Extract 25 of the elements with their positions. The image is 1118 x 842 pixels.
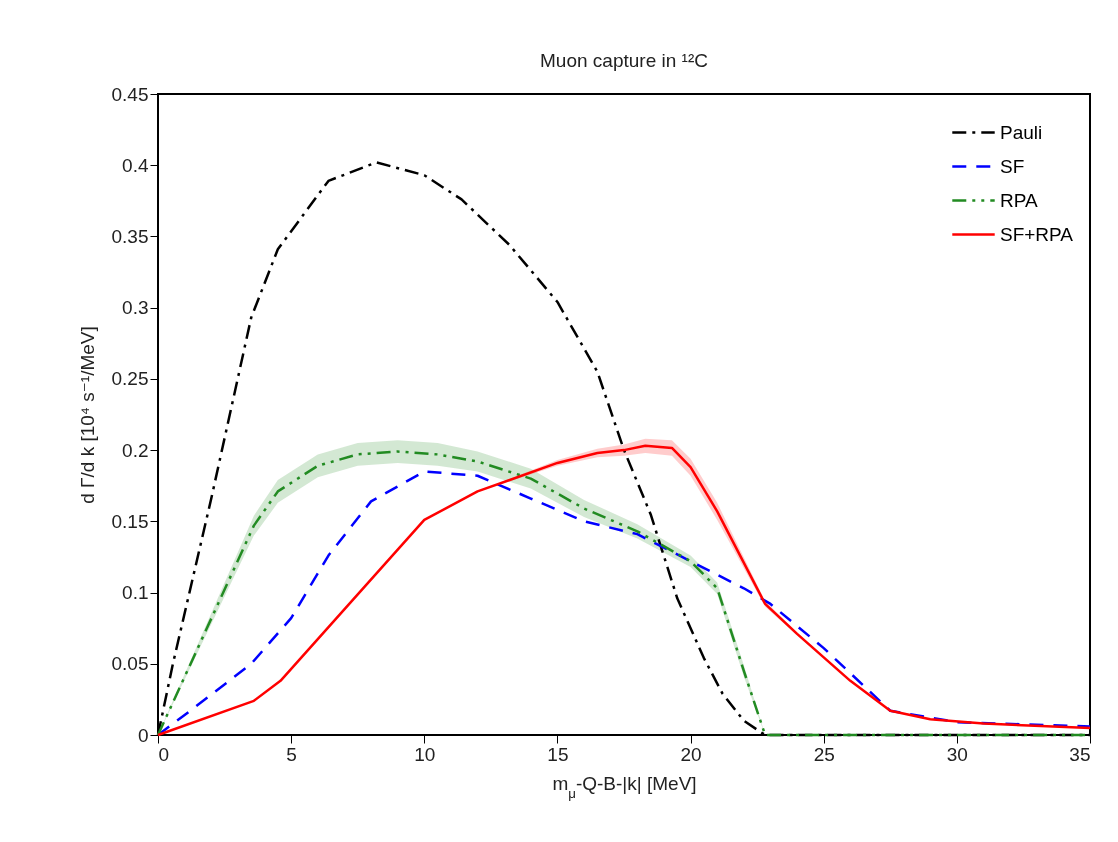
y-tick-label: 0.3 — [122, 297, 149, 319]
y-tick-label: 0.4 — [122, 154, 149, 176]
y-tick-label: 0 — [137, 724, 149, 746]
x-tick-label: 30 — [946, 743, 968, 765]
y-axis-title: d Γ/d k [10⁴ s⁻¹/MeV] — [76, 326, 98, 504]
x-tick-label: 10 — [414, 743, 436, 765]
x-tick-label: 25 — [813, 743, 835, 765]
y-tick-label: 0.15 — [111, 510, 149, 532]
x-tick-label: 0 — [158, 743, 170, 765]
y-tick-label: 0.35 — [111, 225, 149, 247]
chart-title: Muon capture in ¹²C — [540, 50, 708, 71]
legend-label: SF — [1000, 155, 1025, 177]
legend-label: RPA — [1000, 189, 1038, 211]
x-axis-title: m$_{μ}$-Q-B-|k| [MeV] — [552, 772, 697, 800]
legend-label: SF+RPA — [1000, 223, 1074, 245]
x-tick-label: 15 — [547, 743, 569, 765]
y-tick-label: 0.1 — [122, 582, 149, 604]
x-tick-label: 20 — [680, 743, 702, 765]
y-tick-label: 0.45 — [111, 83, 149, 105]
x-tick-label: 5 — [286, 743, 297, 765]
legend-label: Pauli — [1000, 121, 1043, 143]
y-tick-label: 0.2 — [122, 439, 149, 461]
x-tick-label: 35 — [1069, 743, 1091, 765]
y-tick-label: 0.25 — [111, 368, 149, 390]
y-tick-label: 0.05 — [111, 653, 149, 675]
